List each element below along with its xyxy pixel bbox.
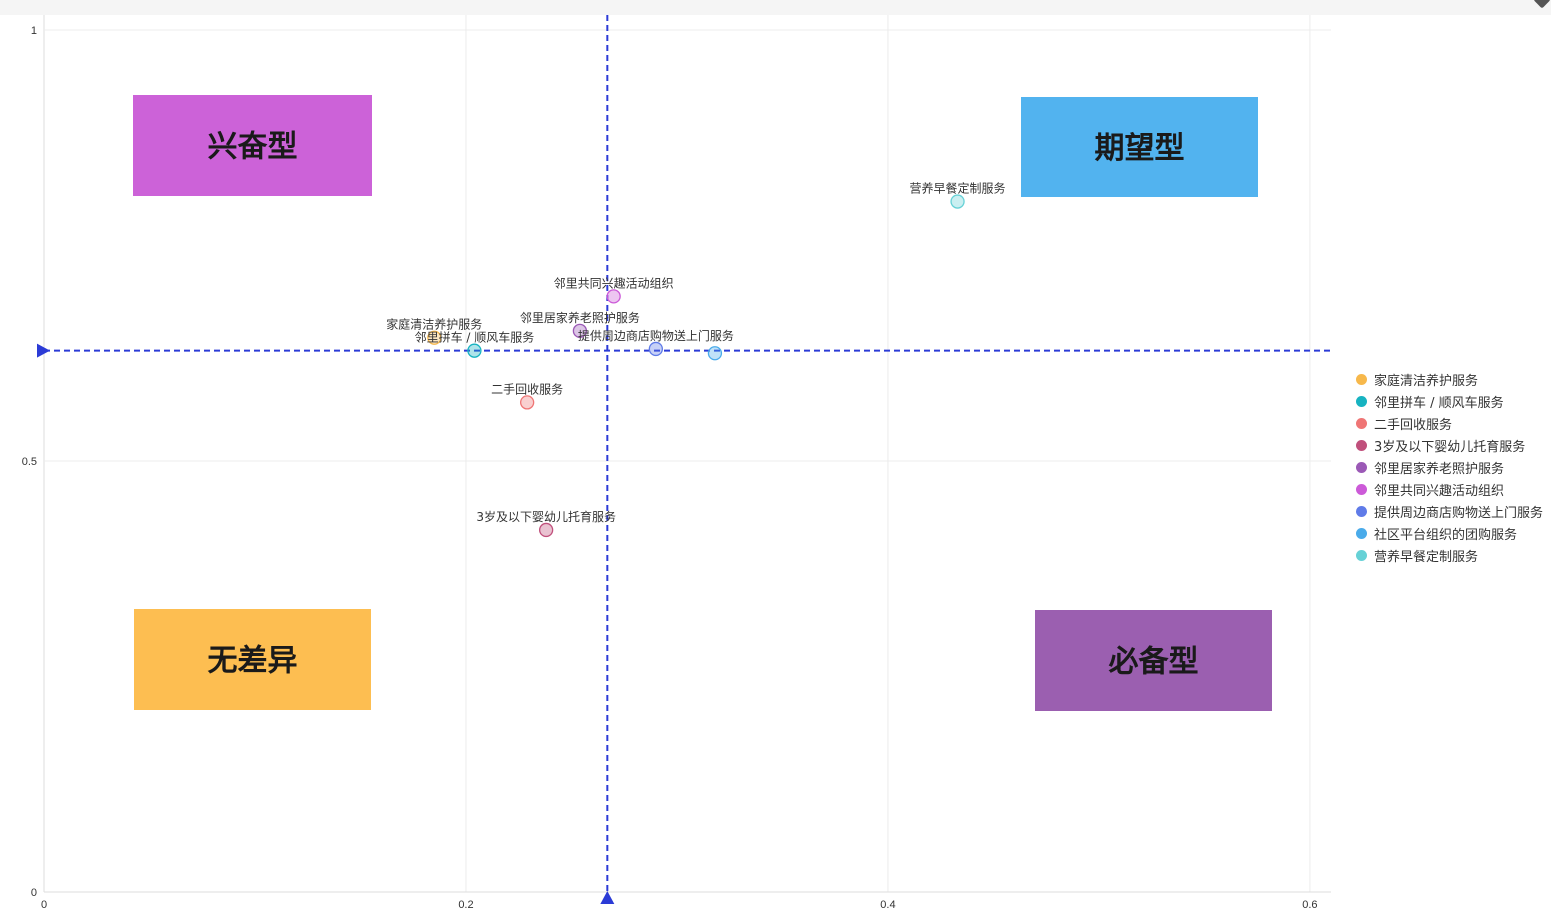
legend-item[interactable]: 邻里拼车 / 顺风车服务: [1356, 390, 1551, 412]
data-point[interactable]: [606, 289, 621, 304]
data-label: 二手回收服务: [491, 381, 563, 396]
legend-dot-icon: [1356, 395, 1367, 407]
quadrant-label: 无差异: [208, 644, 298, 679]
legend-label: 二手回收服务: [1374, 417, 1453, 433]
legend-label: 3岁及以下婴幼儿托育服务: [1374, 439, 1526, 455]
legend-dot-icon: [1356, 527, 1367, 539]
data-label: 邻里共同兴趣活动组织: [554, 275, 674, 290]
divider-arrow-icon: [600, 891, 615, 904]
legend-label: 提供周边商店购物送上门服务: [1374, 505, 1544, 521]
legend-dot-icon: [1356, 439, 1367, 451]
legend-label: 家庭清洁养护服务: [1374, 373, 1479, 389]
data-point[interactable]: [467, 343, 482, 358]
quadrant-box: [134, 609, 371, 710]
legend-dot-icon: [1356, 483, 1367, 495]
legend-dot-icon: [1356, 505, 1367, 517]
axis-ticks: 0 0.2 0.4 0.6 0 0.5 1: [22, 25, 1318, 911]
data-label: 邻里拼车 / 顺风车服务: [415, 330, 535, 345]
legend-item[interactable]: 邻里居家养老照护服务: [1356, 456, 1551, 478]
data-point[interactable]: [572, 323, 588, 338]
x-tick-label: 0.4: [880, 899, 895, 911]
x-tick-label: 0: [41, 899, 47, 911]
legend-item[interactable]: 营养早餐定制服务: [1356, 544, 1551, 566]
quadrant-label: 期望型: [1095, 131, 1185, 166]
x-tick-label: 0.6: [1302, 899, 1317, 911]
legend-label: 邻里拼车 / 顺风车服务: [1374, 395, 1504, 411]
top-bar: [0, 0, 1551, 15]
legend-label: 邻里居家养老照护服务: [1374, 461, 1505, 477]
grid: [43, 15, 1331, 893]
quadrant-box: [1021, 97, 1258, 197]
quadrant-label: 必备型: [1109, 645, 1199, 680]
data-label: 提供周边商店购物送上门服务: [578, 328, 734, 343]
divider-arrow-icon: [37, 343, 50, 358]
data-point[interactable]: [648, 341, 664, 357]
legend-item[interactable]: 家庭清洁养护服务: [1356, 368, 1551, 390]
legend-dot-icon: [1356, 461, 1367, 473]
quadrant-label: 兴奋型: [208, 130, 298, 165]
legend-label: 社区平台组织的团购服务: [1374, 527, 1518, 543]
data-label: 营养早餐定制服务: [910, 181, 1006, 196]
legend-item[interactable]: 3岁及以下婴幼儿托育服务: [1356, 434, 1551, 456]
legend: 家庭清洁养护服务邻里拼车 / 顺风车服务 二手回收服务 3岁及以下婴幼儿托育服务 邻里…: [1356, 368, 1551, 566]
legend-dot-icon: [1356, 417, 1367, 429]
legend-dot-icon: [1356, 373, 1367, 385]
y-tick-label: 0.5: [22, 456, 37, 468]
data-label: 3岁及以下婴幼儿托育服务: [476, 509, 616, 524]
legend-item[interactable]: 二手回收服务: [1356, 412, 1551, 434]
y-tick-label: 1: [31, 25, 37, 37]
legend-label: 营养早餐定制服务: [1374, 549, 1479, 565]
data-label: 邻里居家养老照护服务: [520, 310, 640, 325]
data-label: 家庭清洁养护服务: [386, 317, 482, 332]
data-point[interactable]: [538, 522, 554, 538]
data-point[interactable]: [707, 346, 723, 361]
data-point[interactable]: [427, 330, 442, 345]
legend-dot-icon: [1356, 549, 1367, 561]
data-point[interactable]: [950, 194, 965, 209]
quadrant-dividers: [37, 15, 1331, 904]
legend-label: 邻里共同兴趣活动组织: [1374, 483, 1505, 499]
quadrant-box: [1035, 610, 1272, 711]
legend-item[interactable]: 提供周边商店购物送上门服务: [1356, 500, 1551, 522]
y-tick-label: 0: [31, 887, 37, 899]
data-point[interactable]: [520, 395, 535, 410]
quadrant-box: [133, 95, 372, 196]
x-tick-label: 0.2: [458, 899, 473, 911]
legend-item[interactable]: 社区平台组织的团购服务: [1356, 522, 1551, 544]
legend-item[interactable]: 邻里共同兴趣活动组织: [1356, 478, 1551, 500]
